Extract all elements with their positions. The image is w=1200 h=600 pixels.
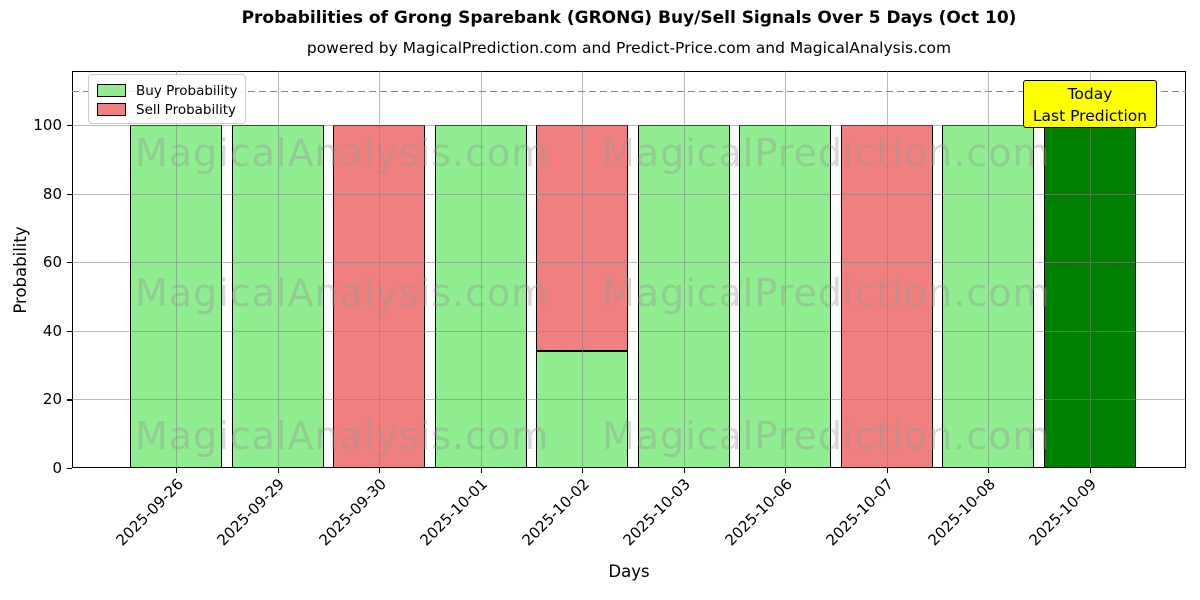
y-tick-mark: [67, 262, 72, 264]
x-tick-mark: [582, 468, 584, 473]
y-tick-mark: [67, 330, 72, 332]
x-tick-mark: [785, 468, 787, 473]
y-tick-label: 20: [42, 390, 62, 409]
today-annotation: Today Last Prediction: [1023, 80, 1157, 128]
watermark-prediction: MagicalPrediction.com: [602, 131, 1051, 175]
gridline-horizontal: [72, 399, 1186, 401]
y-tick-mark: [67, 124, 72, 127]
x-tick-mark: [1089, 468, 1091, 473]
legend-label: Sell Probability: [136, 101, 237, 118]
x-tick-label: 2025-09-29: [213, 475, 289, 550]
x-tick-mark: [480, 468, 482, 473]
y-tick-label: 60: [42, 253, 62, 272]
watermark-prediction: MagicalPrediction.com: [602, 414, 1051, 458]
x-tick-label: 2025-10-03: [619, 475, 695, 550]
x-tick-mark: [277, 468, 279, 473]
gridline-vertical: [176, 71, 178, 468]
gridline-vertical: [886, 71, 888, 468]
x-tick-label: 2025-10-06: [721, 475, 796, 550]
x-tick-label: 2025-10-09: [1025, 475, 1101, 550]
gridline-horizontal: [72, 124, 1186, 126]
gridline-vertical: [277, 71, 279, 468]
y-tick-label: 0: [52, 459, 62, 477]
gridline-vertical: [785, 71, 787, 468]
x-tick-mark: [988, 468, 990, 473]
legend-label: Buy Probability: [136, 82, 238, 99]
x-axis-label: Days: [608, 562, 650, 581]
y-tick-mark: [67, 468, 72, 470]
legend-swatch-icon: [97, 84, 126, 97]
x-tick-label: 2025-10-08: [924, 475, 999, 550]
x-tick-label: 2025-10-07: [822, 475, 898, 550]
watermark-prediction: MagicalPrediction.com: [602, 271, 1051, 315]
x-tick-mark: [683, 468, 685, 473]
legend-item: Sell Probability: [97, 100, 237, 119]
gridline-vertical: [480, 71, 482, 468]
gridline-vertical: [683, 71, 685, 468]
annotation-line1: Today: [1067, 85, 1113, 103]
gridline-vertical: [988, 71, 990, 468]
dashed-threshold-line: [72, 90, 1186, 93]
gridline-vertical: [1089, 71, 1091, 468]
gridline-vertical: [379, 71, 381, 468]
gridline-horizontal: [72, 262, 1186, 264]
watermark-analysis: MagicalAnalysis.com: [135, 271, 550, 315]
legend-swatch-icon: [97, 103, 126, 116]
gridline-horizontal: [72, 330, 1186, 332]
y-tick-label: 100: [33, 115, 62, 134]
watermark-analysis: MagicalAnalysis.com: [135, 131, 550, 175]
gridline-horizontal: [72, 193, 1186, 195]
chart-title: Probabilities of Grong Sparebank (GRONG)…: [241, 8, 1017, 28]
x-tick-mark: [176, 468, 178, 473]
x-tick-mark: [379, 468, 381, 473]
x-tick-label: 2025-10-02: [518, 475, 593, 550]
legend-item: Buy Probability: [97, 81, 237, 100]
y-tick-label: 40: [42, 321, 62, 340]
annotation-line2: Last Prediction: [1032, 107, 1148, 125]
x-tick-mark: [886, 468, 888, 473]
chart-subtitle: powered by MagicalPrediction.com and Pre…: [306, 39, 952, 57]
x-tick-label: 2025-09-26: [112, 475, 187, 550]
x-tick-label: 2025-10-01: [416, 475, 492, 550]
y-tick-mark: [67, 399, 72, 401]
y-tick-mark: [67, 193, 72, 195]
y-tick-label: 80: [42, 184, 62, 203]
legend: Buy Probability Sell Probability: [88, 74, 246, 124]
gridline-vertical: [582, 71, 584, 468]
watermark-analysis: MagicalAnalysis.com: [135, 414, 550, 458]
x-tick-label: 2025-09-30: [315, 475, 390, 550]
